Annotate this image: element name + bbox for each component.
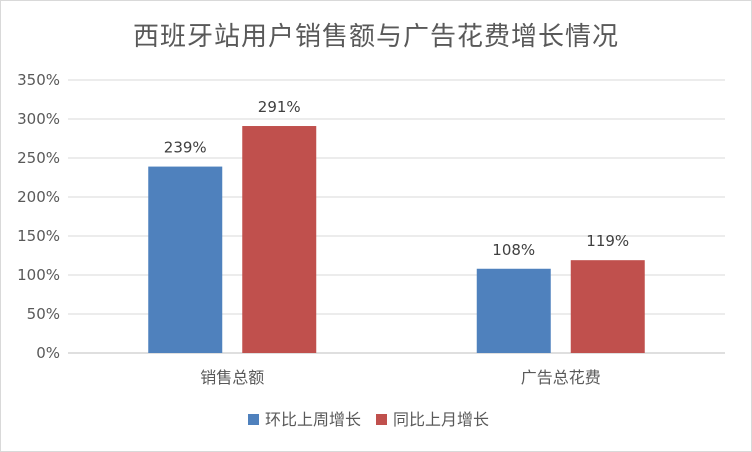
y-tick-label: 350% [17,71,60,89]
bar-wow-0 [148,166,223,353]
legend-swatch [248,414,259,425]
bar-mom-0 [242,126,317,354]
data-label: 108% [492,241,535,259]
data-label: 239% [164,139,207,157]
category-label: 销售总额 [200,368,264,387]
y-tick-label: 200% [17,188,60,206]
category-label: 广告总花费 [521,368,601,387]
legend-label: 同比上月增长 [393,410,489,429]
y-tick-label: 250% [17,149,60,167]
chart-title: 西班牙站用户销售额与广告花费增长情况 [132,22,619,52]
bar-wow-1 [476,268,551,353]
y-tick-label: 150% [17,227,60,245]
y-tick-label: 0% [36,344,60,362]
data-label: 119% [586,232,629,250]
y-tick-label: 50% [27,305,60,323]
data-label: 291% [258,98,301,116]
y-tick-label: 300% [17,110,60,128]
y-tick-label: 100% [17,266,60,284]
legend-swatch [376,414,387,425]
legend-label: 环比上周增长 [265,410,361,429]
bar-mom-1 [570,260,645,353]
